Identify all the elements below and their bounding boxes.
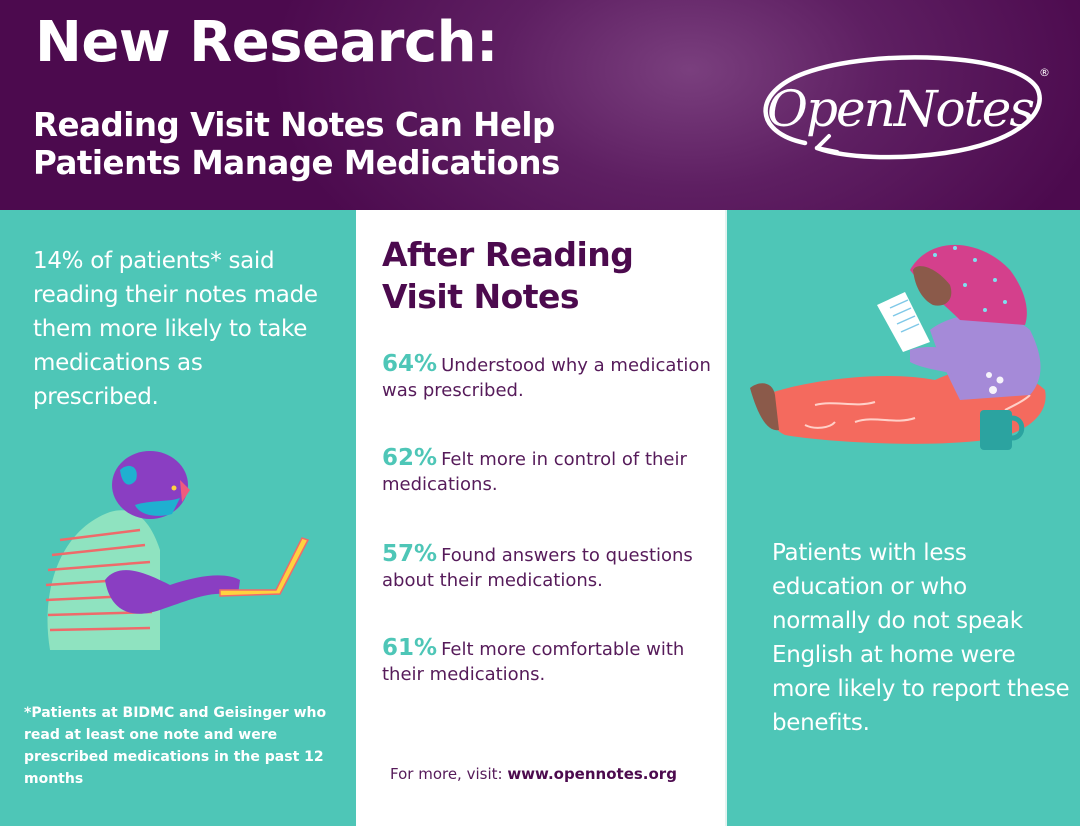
left-column: 14% of patients* said reading their note… <box>0 210 356 826</box>
logo-text: OpenNotes <box>767 80 1033 138</box>
registered-mark: ® <box>1039 66 1050 79</box>
left-stat-text: 14% of patients* said reading their note… <box>33 248 318 410</box>
stat-text: Found answers to questions about their m… <box>382 545 693 591</box>
opennotes-logo-icon: OpenNotes ® <box>763 55 1050 160</box>
stat-percent: 62% <box>382 445 438 471</box>
page-subtitle: Reading Visit Notes Can Help Patients Ma… <box>33 106 673 182</box>
page-title: New Research: <box>35 10 498 75</box>
stat-text: Felt more comfortable with their medicat… <box>382 639 685 685</box>
subtitle-line-2: Patients Manage Medications <box>33 144 560 182</box>
header-banner: New Research: Reading Visit Notes Can He… <box>0 0 1080 210</box>
visit-line: For more, visit: www.opennotes.org <box>390 765 677 783</box>
section-heading: After Reading Visit Notes <box>382 235 634 316</box>
stat-percent: 61% <box>382 635 438 661</box>
man-laptop-illustration-icon <box>45 451 310 650</box>
stat-percent: 64% <box>382 351 438 377</box>
middle-column: After Reading Visit Notes 64% Understood … <box>356 210 727 826</box>
woman-reading-illustration-icon <box>750 244 1046 450</box>
stat-item: 64% Understood why a medication was presc… <box>382 352 722 403</box>
website-link[interactable]: www.opennotes.org <box>507 765 677 783</box>
footnote: *Patients at BIDMC and Geisinger who rea… <box>24 705 327 787</box>
stat-text: Felt more in control of their medication… <box>382 449 687 495</box>
stat-item: 61% Felt more comfortable with their medi… <box>382 636 722 687</box>
subtitle-line-1: Reading Visit Notes Can Help <box>33 106 555 144</box>
stat-percent: 57% <box>382 541 438 567</box>
stat-item: 57% Found answers to questions about thei… <box>382 542 722 593</box>
right-column: Patients with less education or who norm… <box>727 210 1080 826</box>
stat-text: Understood why a medication was prescrib… <box>382 355 711 401</box>
stat-item: 62% Felt more in control of their medicat… <box>382 446 722 497</box>
visit-label: For more, visit: <box>390 765 508 783</box>
right-stat-text: Patients with less education or who norm… <box>772 540 1070 736</box>
